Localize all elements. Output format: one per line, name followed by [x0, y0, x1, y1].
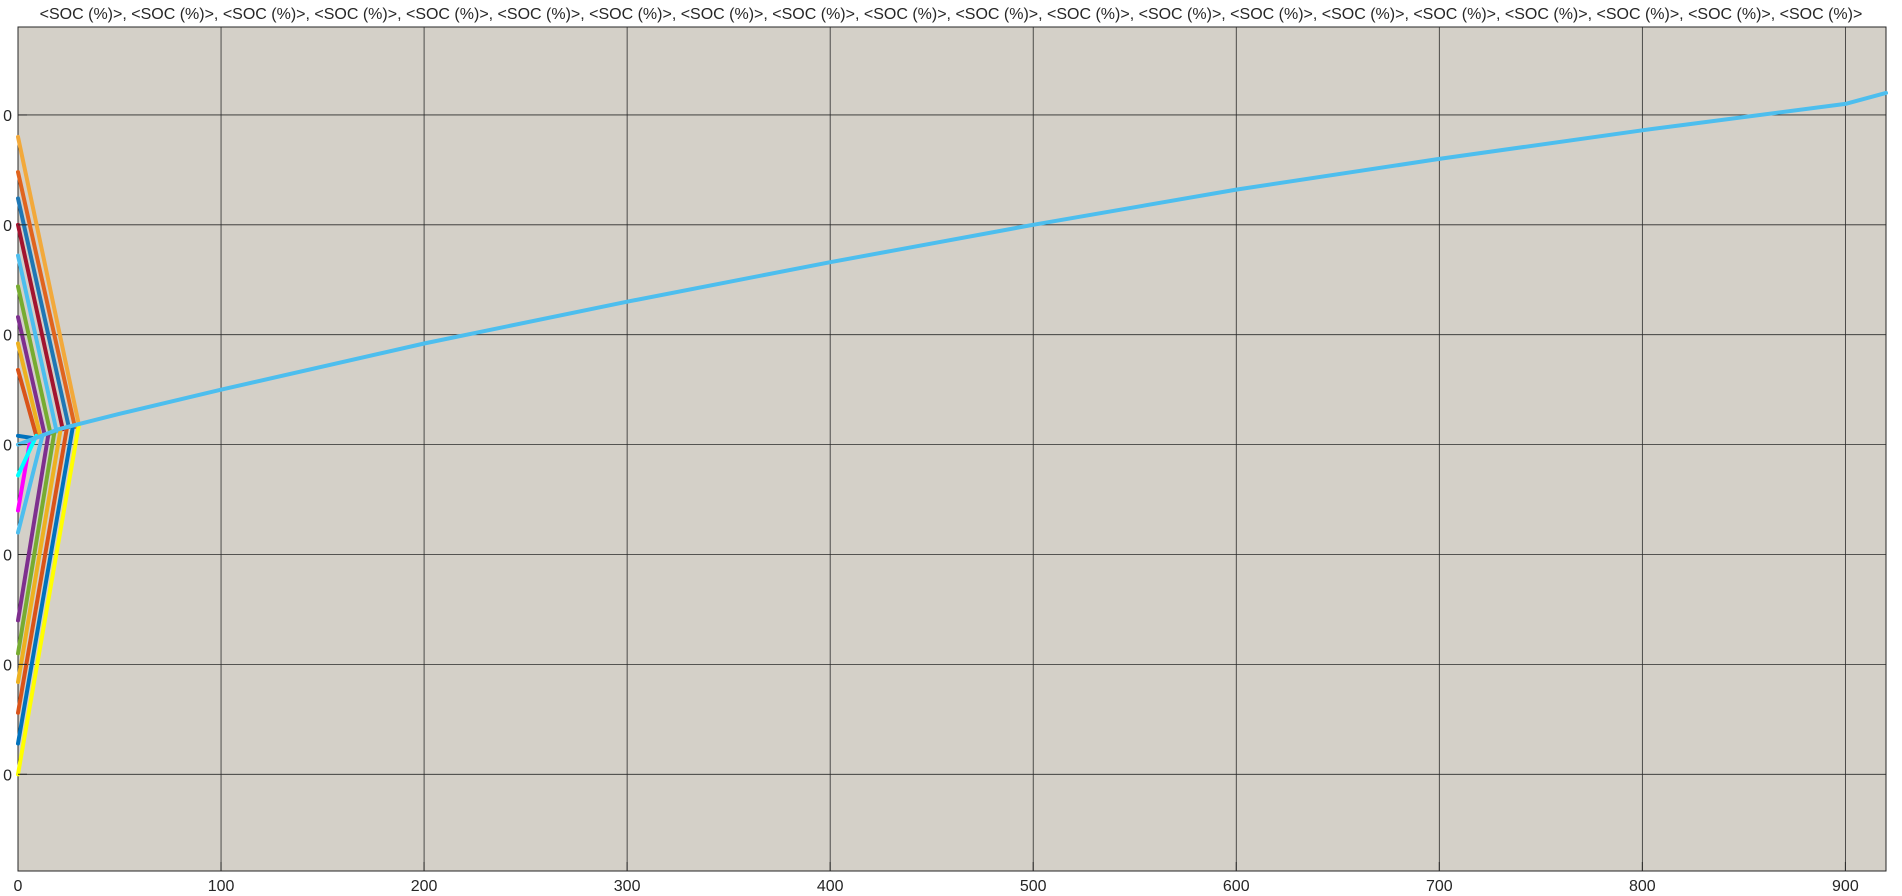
series-line-13 — [16, 433, 45, 535]
x-tick-label: 400 — [817, 878, 844, 895]
series-line-14 — [16, 431, 51, 623]
series-line-3 — [16, 196, 71, 429]
y-tick-label: 0 — [3, 657, 12, 674]
x-tick-label: 700 — [1426, 878, 1453, 895]
series-line-17 — [16, 427, 69, 715]
series-line-7 — [16, 315, 47, 436]
series-line-1 — [16, 134, 81, 427]
grid-lines — [17, 27, 1886, 871]
x-tick-label: 800 — [1629, 878, 1656, 895]
x-tick-label: 100 — [208, 878, 235, 895]
plot-area — [17, 26, 1887, 872]
chart-title: <SOC (%)>, <SOC (%)>, <SOC (%)>, <SOC (%… — [40, 6, 1863, 23]
x-tick-label: 900 — [1832, 878, 1859, 895]
x-tick-label: 500 — [1020, 878, 1047, 895]
x-tick-label: 600 — [1223, 878, 1250, 895]
x-tick-label: 200 — [411, 878, 438, 895]
series-line-19 — [16, 422, 81, 777]
series-line-16 — [16, 427, 63, 684]
y-tick-label: 0 — [3, 218, 12, 235]
series-lines — [16, 90, 1888, 777]
series-line-4 — [16, 222, 65, 432]
series-line-10 — [16, 433, 35, 440]
y-tick-label: 0 — [3, 328, 12, 345]
y-axis-ticks: 0 0 0 0 0 0 0 — [3, 108, 27, 784]
y-tick-label: 0 — [3, 767, 12, 784]
y-tick-label: 0 — [3, 548, 12, 565]
y-tick-label: 0 — [3, 108, 12, 125]
series-line-9 — [16, 367, 39, 438]
x-tick-label: 0 — [14, 878, 23, 895]
y-tick-label: 0 — [3, 438, 12, 455]
series-line-18 — [16, 425, 75, 746]
series-line-5 — [16, 253, 59, 434]
series-line-8 — [16, 341, 43, 438]
series-line-20 — [16, 90, 1888, 447]
x-tick-label: 300 — [614, 878, 641, 895]
series-line-15 — [16, 429, 57, 656]
series-line-6 — [16, 284, 53, 436]
series-line-12 — [16, 433, 39, 478]
x-axis-ticks: 0 100 200 300 400 500 600 700 800 900 — [14, 862, 1859, 895]
series-line-2 — [16, 170, 77, 429]
